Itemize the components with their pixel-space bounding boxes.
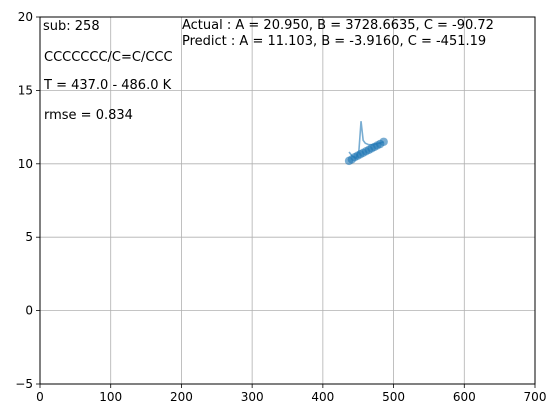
actual-points-layer	[344, 137, 388, 166]
x-tick-label: 100	[99, 390, 122, 404]
y-tick-label: 20	[18, 10, 33, 24]
x-tick-label: 600	[453, 390, 476, 404]
y-tick-label: 10	[18, 157, 33, 171]
y-tick-label: 15	[18, 83, 33, 97]
y-tick-label: −5	[15, 377, 33, 391]
x-tick-label: 500	[382, 390, 405, 404]
data-point	[379, 137, 388, 146]
predicted-parameters-annotation: Predict : A = 11.103, B = -3.9160, C = -…	[182, 34, 486, 49]
temperature-range-annotation: T = 437.0 - 486.0 K	[43, 78, 172, 93]
actual-parameters-annotation: Actual : A = 20.950, B = 3728.6635, C = …	[182, 18, 494, 33]
rmse-annotation: rmse = 0.834	[44, 108, 133, 123]
y-tick-label: 0	[25, 304, 33, 318]
smiles-annotation: CCCCCCC/C=C/CCC	[44, 50, 173, 65]
sub-annotation: sub: 258	[43, 19, 100, 34]
grid-layer	[39, 16, 536, 385]
x-tick-label: 300	[241, 390, 264, 404]
x-tick-label: 200	[170, 390, 193, 404]
x-tick-label: 0	[36, 390, 44, 404]
y-tick-label: 5	[25, 230, 33, 244]
plot-frame	[39, 16, 536, 385]
x-tick-label: 700	[524, 390, 547, 404]
x-tick-label: 400	[311, 390, 334, 404]
